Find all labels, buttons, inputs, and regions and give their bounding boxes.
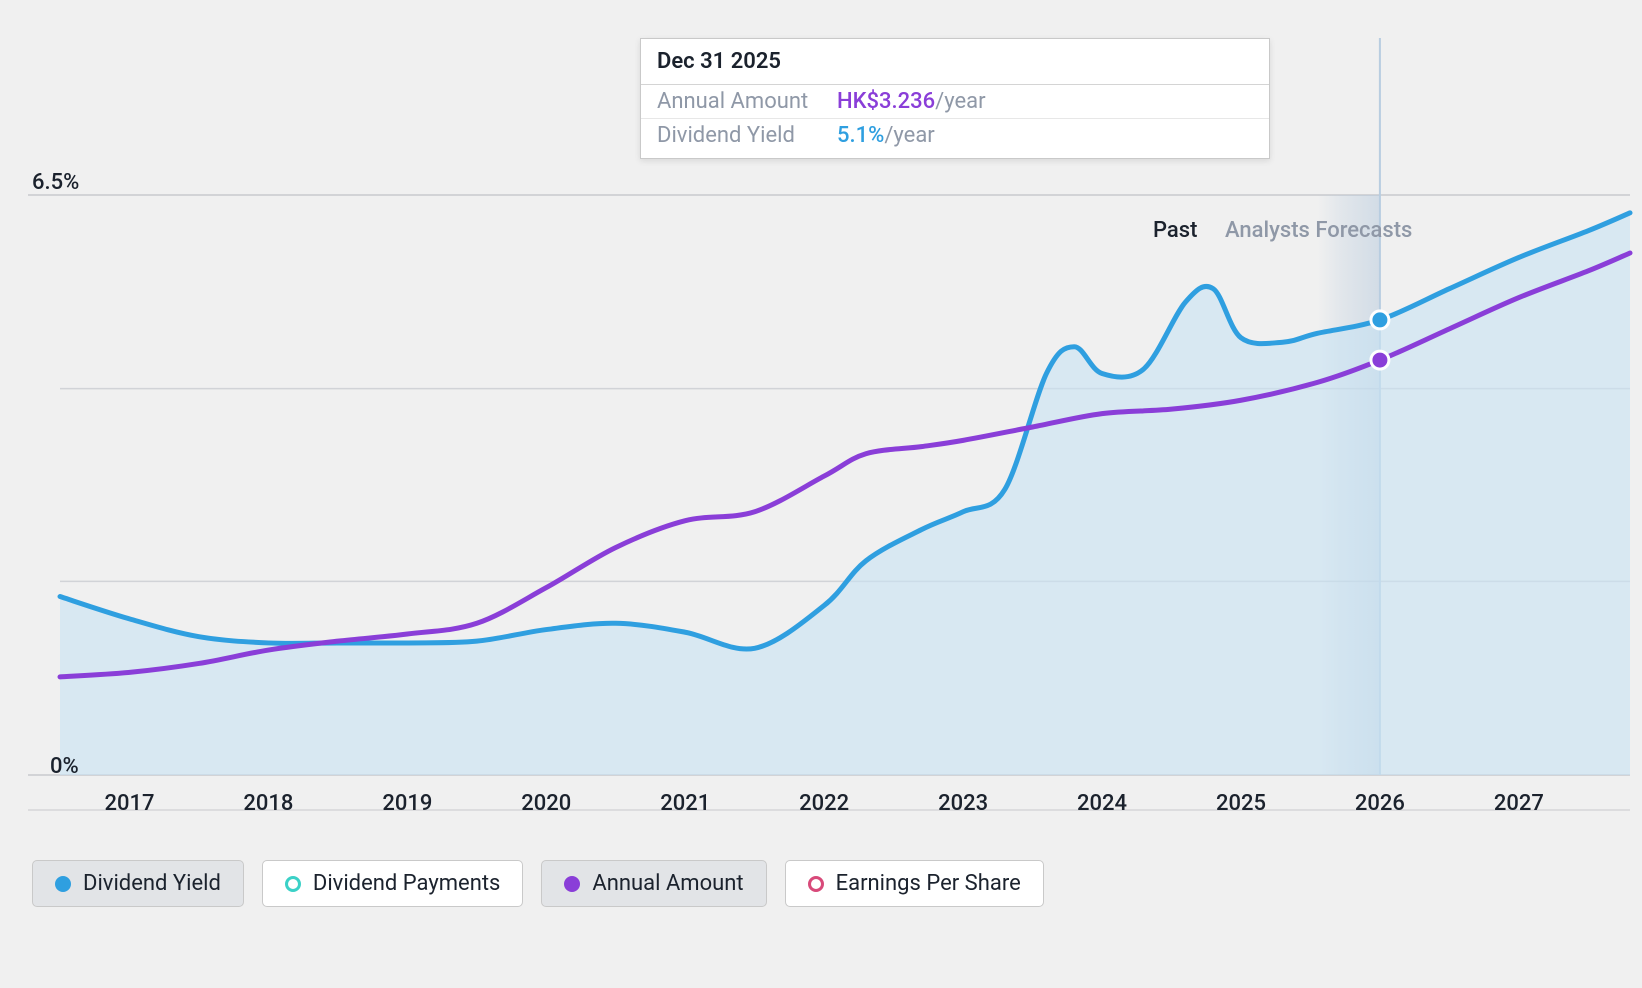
legend-label: Earnings Per Share <box>836 871 1021 896</box>
chart-legend: Dividend Yield Dividend Payments Annual … <box>32 860 1044 907</box>
legend-dot-icon <box>564 876 580 892</box>
xtick-label: 2024 <box>1077 791 1127 816</box>
tooltip-value: 5.1%/year <box>837 123 935 148</box>
legend-earnings-per-share[interactable]: Earnings Per Share <box>785 860 1044 907</box>
tooltip-label: Dividend Yield <box>657 123 837 148</box>
forecast-label: Analysts Forecasts <box>1225 218 1412 243</box>
xtick-label: 2018 <box>243 791 293 816</box>
legend-label: Dividend Payments <box>313 871 501 896</box>
tooltip-row-annual-amount: Annual Amount HK$3.236/year <box>641 85 1269 119</box>
tooltip-label: Annual Amount <box>657 89 837 114</box>
past-label: Past <box>1153 218 1197 243</box>
xtick-label: 2026 <box>1355 791 1405 816</box>
xtick-label: 2019 <box>382 791 432 816</box>
tooltip-value: HK$3.236/year <box>837 89 986 114</box>
ytick-max: 6.5% <box>32 170 79 195</box>
xtick-label: 2020 <box>521 791 571 816</box>
xtick-label: 2021 <box>660 791 710 816</box>
ytick-min: 0% <box>50 754 79 779</box>
xtick-label: 2017 <box>104 791 154 816</box>
tooltip-row-dividend-yield: Dividend Yield 5.1%/year <box>641 119 1269 158</box>
legend-label: Dividend Yield <box>83 871 221 896</box>
legend-dot-icon <box>55 876 71 892</box>
legend-ring-icon <box>808 876 824 892</box>
dividend-chart: 6.5% 0% Past Analysts Forecasts Dec 31 2… <box>0 0 1642 988</box>
xtick-label: 2022 <box>799 791 849 816</box>
legend-label: Annual Amount <box>592 871 743 896</box>
legend-dividend-yield[interactable]: Dividend Yield <box>32 860 244 907</box>
chart-tooltip: Dec 31 2025 Annual Amount HK$3.236/year … <box>640 38 1270 159</box>
legend-annual-amount[interactable]: Annual Amount <box>541 860 766 907</box>
legend-ring-icon <box>285 876 301 892</box>
xtick-label: 2027 <box>1494 791 1544 816</box>
xtick-label: 2025 <box>1216 791 1266 816</box>
xtick-label: 2023 <box>938 791 988 816</box>
tooltip-title: Dec 31 2025 <box>641 39 1269 85</box>
legend-dividend-payments[interactable]: Dividend Payments <box>262 860 524 907</box>
